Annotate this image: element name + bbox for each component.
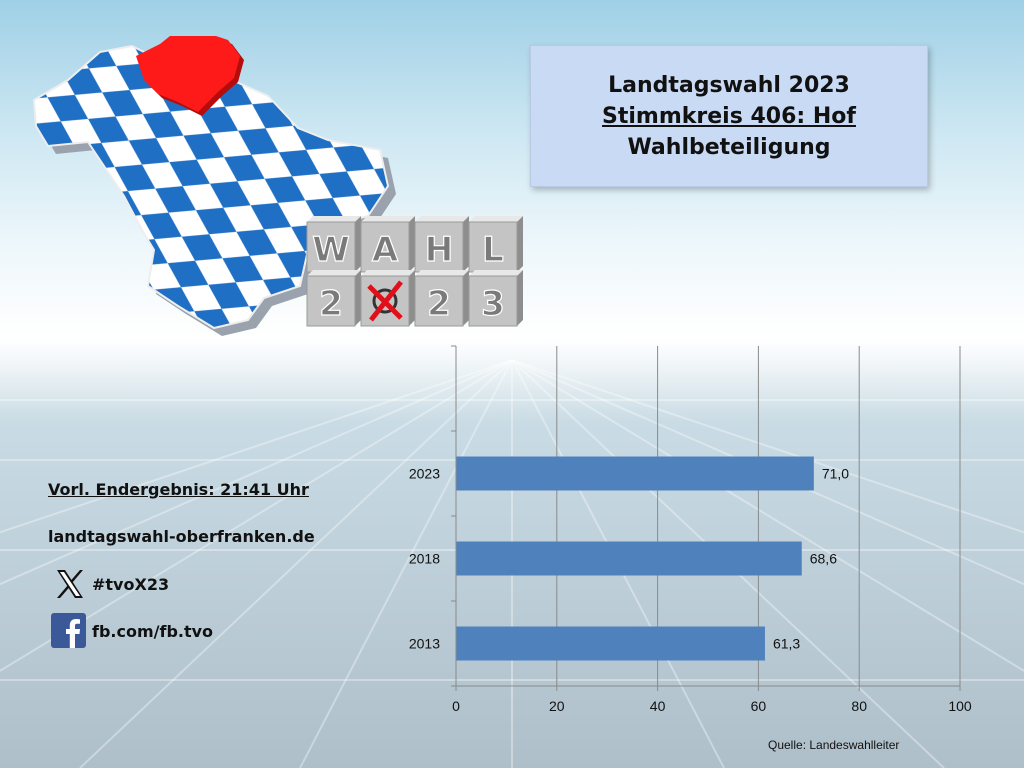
x-tick-label: 20 bbox=[549, 698, 565, 714]
logo-letter: A bbox=[372, 230, 399, 270]
category-label: 2023 bbox=[409, 466, 440, 482]
logo-letter: 2 bbox=[427, 284, 451, 324]
bar bbox=[456, 541, 802, 576]
logo-letter: H bbox=[425, 230, 453, 270]
title-line-2: Stimmkreis 406: Hof bbox=[602, 103, 856, 129]
category-label: 2013 bbox=[409, 636, 440, 652]
logo-letter: L bbox=[482, 230, 504, 270]
logo-letter: 2 bbox=[319, 284, 343, 324]
facebook-link[interactable]: fb.com/fb.tvo bbox=[92, 622, 214, 641]
x-logo-icon[interactable] bbox=[54, 568, 86, 600]
x-tick-label: 60 bbox=[751, 698, 767, 714]
ballot-cross-icon bbox=[367, 280, 403, 322]
value-label: 68,6 bbox=[810, 551, 837, 567]
x-tick-label: 100 bbox=[948, 698, 972, 714]
website-link[interactable]: landtagswahl-oberfranken.de bbox=[48, 527, 315, 546]
value-label: 61,3 bbox=[773, 636, 800, 652]
title-box: Landtagswahl 2023 Stimmkreis 406: Hof Wa… bbox=[530, 45, 928, 187]
x-tick-label: 0 bbox=[452, 698, 460, 714]
value-label: 71,0 bbox=[822, 466, 849, 482]
result-time: Vorl. Endergebnis: 21:41 Uhr bbox=[48, 480, 309, 499]
wahl-2023-logo: W A H L2 2 3 bbox=[306, 216, 523, 327]
map-highlight-hof bbox=[136, 36, 240, 112]
title-line-1: Landtagswahl 2023 bbox=[608, 72, 850, 98]
x-handle[interactable]: #tvoX23 bbox=[92, 575, 170, 594]
category-label: 2018 bbox=[409, 551, 440, 567]
chart-source: Quelle: Landeswahlleiter bbox=[768, 738, 900, 752]
logo-letter: 3 bbox=[481, 284, 505, 324]
bar bbox=[456, 626, 765, 661]
x-tick-label: 40 bbox=[650, 698, 666, 714]
bar bbox=[456, 456, 814, 491]
facebook-icon[interactable] bbox=[51, 613, 86, 648]
title-line-3: Wahlbeteiligung bbox=[627, 134, 831, 160]
ballot-circle bbox=[372, 288, 398, 314]
x-tick-label: 80 bbox=[851, 698, 867, 714]
logo-letter: W bbox=[312, 230, 350, 270]
